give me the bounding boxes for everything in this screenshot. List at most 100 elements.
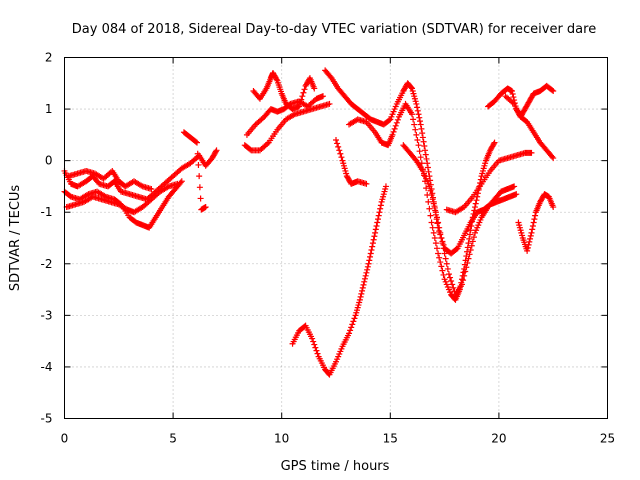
data-point: [528, 149, 535, 156]
data-point: [423, 155, 430, 162]
data-point: [469, 238, 476, 245]
data-point: [444, 265, 451, 272]
data-point: [367, 253, 374, 260]
data-point: [468, 242, 475, 249]
data-point: [416, 114, 423, 121]
data-point: [382, 183, 389, 190]
data-point: [463, 264, 470, 271]
data-point: [359, 287, 366, 294]
data-point: [472, 200, 479, 207]
data-point: [364, 263, 371, 270]
data-point: [524, 247, 531, 254]
data-point: [364, 266, 371, 273]
data-series: [502, 93, 557, 162]
data-point: [426, 205, 433, 212]
data-point: [414, 104, 421, 111]
data-point: [414, 137, 421, 144]
data-point: [550, 204, 557, 211]
data-point: [373, 222, 380, 229]
data-point: [369, 240, 376, 247]
data-point: [301, 86, 308, 93]
data-point: [427, 177, 434, 184]
data-point: [439, 240, 446, 247]
data-point: [465, 240, 472, 247]
data-series: [241, 100, 333, 154]
data-point: [528, 229, 535, 236]
data-point: [438, 235, 445, 241]
data-series: [180, 129, 209, 213]
data-point: [410, 116, 417, 123]
data-point: [435, 219, 442, 226]
data-point: [366, 257, 373, 264]
data-point: [386, 117, 393, 124]
data-point: [372, 229, 379, 236]
data-point: [529, 226, 536, 233]
data-point: [435, 250, 442, 257]
data-point: [438, 263, 445, 270]
data-point: [309, 335, 316, 342]
data-point: [447, 274, 454, 281]
chart-title: Day 084 of 2018, Sidereal Day-to-day VTE…: [72, 22, 596, 37]
data-point: [531, 216, 538, 223]
data-point: [192, 138, 199, 145]
data-point: [433, 245, 440, 252]
data-point: [415, 142, 422, 149]
data-point: [470, 210, 477, 217]
data-point: [350, 318, 357, 325]
data-point: [369, 243, 376, 250]
data-point: [338, 154, 345, 161]
data-point: [363, 180, 370, 187]
data-point: [177, 179, 184, 186]
data-point: [311, 341, 318, 348]
data-point: [362, 272, 369, 279]
data-point: [333, 137, 339, 144]
data-point: [431, 204, 438, 211]
data-point: [468, 222, 475, 229]
data-point: [421, 143, 428, 150]
data-point: [491, 139, 498, 146]
data-point: [510, 94, 517, 101]
data-point: [299, 93, 306, 100]
data-point: [213, 147, 220, 154]
data-point: [327, 73, 334, 80]
data-series: [65, 167, 155, 193]
data-point: [314, 350, 321, 357]
data-point: [415, 111, 422, 118]
data-point: [469, 214, 476, 221]
data-point: [178, 178, 185, 185]
data-point: [549, 87, 556, 94]
y-tick-label: 2: [45, 51, 53, 65]
data-point: [326, 100, 333, 107]
data-series: [443, 149, 535, 216]
y-axis-label: SDTVAR / TECUs: [8, 185, 23, 292]
y-tick-label: -1: [41, 205, 53, 219]
data-point: [416, 148, 423, 155]
data-point: [524, 244, 531, 251]
data-point: [440, 271, 447, 278]
data-point: [195, 161, 202, 168]
data-point: [392, 122, 399, 129]
data-point: [411, 121, 418, 128]
data-point: [424, 164, 431, 171]
data-point: [361, 275, 368, 282]
data-point: [529, 222, 536, 229]
data-point: [436, 254, 443, 261]
data-point: [360, 281, 367, 288]
data-point: [462, 268, 469, 275]
data-point: [368, 247, 375, 254]
data-point: [473, 197, 480, 204]
data-point: [313, 347, 320, 354]
data-point: [375, 212, 382, 219]
data-point: [513, 191, 520, 198]
data-point: [430, 229, 437, 236]
data-point: [367, 250, 374, 257]
data-point: [430, 200, 437, 207]
data-point: [431, 235, 438, 241]
y-tick-label: 1: [45, 102, 53, 116]
data-series: [400, 142, 518, 298]
data-point: [409, 111, 416, 118]
data-point: [413, 100, 420, 107]
data-point: [196, 184, 203, 191]
data-point: [432, 240, 439, 247]
data-point: [437, 259, 444, 266]
